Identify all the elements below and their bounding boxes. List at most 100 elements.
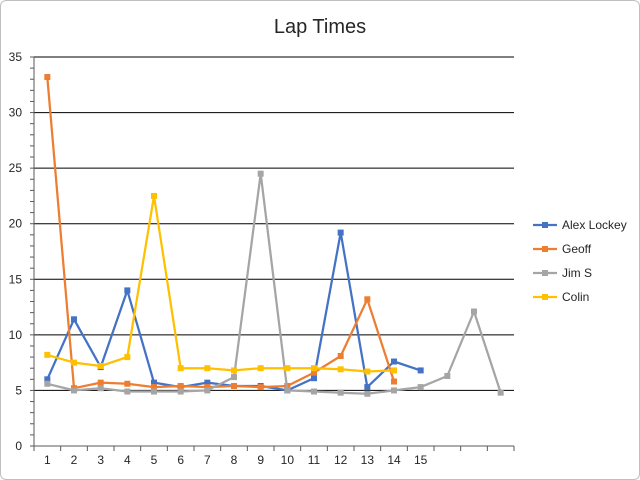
legend-item: Colin bbox=[533, 290, 589, 304]
data-point bbox=[364, 368, 371, 375]
x-tick-label: 15 bbox=[414, 453, 428, 467]
data-point bbox=[364, 384, 371, 391]
data-point bbox=[44, 376, 51, 383]
y-tick-label: 25 bbox=[9, 161, 23, 175]
x-tick-label: 7 bbox=[204, 453, 211, 467]
data-point bbox=[151, 384, 157, 391]
data-point bbox=[364, 390, 371, 397]
data-point bbox=[311, 375, 317, 382]
data-point bbox=[124, 380, 131, 387]
legend-swatch-marker bbox=[542, 222, 548, 228]
legend-swatch-marker bbox=[542, 294, 548, 300]
data-point bbox=[284, 387, 291, 394]
series-line bbox=[46, 194, 395, 373]
data-point bbox=[231, 367, 237, 374]
data-point bbox=[71, 359, 77, 366]
data-point bbox=[44, 74, 51, 81]
x-tick-label: 10 bbox=[281, 453, 295, 467]
data-point bbox=[417, 367, 424, 374]
data-point bbox=[177, 388, 184, 395]
series-line bbox=[46, 76, 396, 390]
data-point bbox=[311, 365, 317, 372]
data-point bbox=[257, 384, 264, 391]
gridlines bbox=[34, 56, 514, 391]
legend: Alex Lockey Geoff Jim S Colin bbox=[533, 218, 627, 304]
data-point bbox=[177, 365, 184, 372]
y-tick-label: 5 bbox=[15, 383, 22, 397]
y-tick-label: 0 bbox=[15, 439, 22, 453]
data-point bbox=[71, 316, 77, 323]
data-point bbox=[444, 372, 451, 379]
y-tick-label: 35 bbox=[9, 50, 23, 64]
data-point bbox=[71, 387, 77, 394]
data-point bbox=[337, 366, 344, 373]
series-group bbox=[44, 74, 504, 397]
data-point bbox=[44, 351, 51, 358]
y-tick-label: 20 bbox=[9, 217, 23, 231]
data-point bbox=[204, 365, 211, 372]
data-point bbox=[151, 388, 157, 395]
legend-label: Geoff bbox=[562, 242, 592, 256]
x-tick-label: 6 bbox=[177, 453, 184, 467]
data-point bbox=[391, 367, 397, 374]
data-point bbox=[151, 192, 157, 199]
data-point bbox=[204, 384, 211, 391]
legend-swatch-marker bbox=[542, 270, 548, 276]
data-point bbox=[391, 358, 397, 365]
data-point bbox=[124, 287, 131, 294]
data-point bbox=[311, 388, 317, 395]
y-tick-label: 30 bbox=[9, 106, 23, 120]
y-tick-label: 15 bbox=[9, 272, 23, 286]
legend-label: Colin bbox=[562, 290, 589, 304]
x-tick-label: 14 bbox=[387, 453, 401, 467]
series-geoff bbox=[44, 74, 397, 392]
data-point bbox=[124, 354, 131, 361]
legend-item: Geoff bbox=[533, 242, 592, 256]
legend-item: Jim S bbox=[533, 266, 592, 280]
x-tick-label: 11 bbox=[308, 453, 321, 467]
x-tick-label: 12 bbox=[334, 453, 348, 467]
data-point bbox=[391, 387, 397, 394]
x-tick-label: 2 bbox=[71, 453, 78, 467]
x-tick-label: 8 bbox=[231, 453, 238, 467]
data-point bbox=[337, 229, 344, 236]
data-point bbox=[204, 379, 211, 386]
legend-label: Jim S bbox=[562, 266, 592, 280]
data-point bbox=[151, 379, 157, 386]
x-tick-label: 1 bbox=[44, 453, 51, 467]
x-tick-label: 9 bbox=[257, 453, 264, 467]
legend-label: Alex Lockey bbox=[562, 218, 627, 232]
data-point bbox=[97, 385, 104, 392]
data-point bbox=[337, 389, 344, 396]
data-point bbox=[124, 388, 131, 395]
data-point bbox=[471, 308, 477, 315]
data-point bbox=[231, 374, 237, 381]
x-tick-label: 4 bbox=[124, 453, 131, 467]
data-point bbox=[204, 387, 211, 394]
data-point bbox=[257, 365, 264, 372]
legend-item: Alex Lockey bbox=[533, 218, 627, 232]
chart-title: Lap Times bbox=[274, 16, 366, 38]
series-jim-s bbox=[44, 170, 504, 397]
series-line bbox=[47, 172, 502, 395]
data-point bbox=[44, 380, 51, 387]
x-tick-label: 5 bbox=[151, 453, 158, 467]
series-colin bbox=[44, 192, 397, 375]
data-point bbox=[391, 378, 397, 385]
data-point bbox=[97, 362, 104, 369]
data-point bbox=[417, 384, 424, 391]
data-point bbox=[177, 382, 184, 389]
y-tick-label: 10 bbox=[9, 328, 23, 342]
x-tick-label: 3 bbox=[97, 453, 104, 467]
data-point bbox=[497, 389, 504, 396]
data-point bbox=[364, 296, 371, 303]
data-point bbox=[97, 379, 104, 386]
data-point bbox=[257, 170, 264, 177]
data-point bbox=[231, 382, 237, 389]
data-point bbox=[284, 365, 291, 372]
legend-swatch-marker bbox=[542, 246, 548, 252]
data-point bbox=[337, 352, 344, 359]
